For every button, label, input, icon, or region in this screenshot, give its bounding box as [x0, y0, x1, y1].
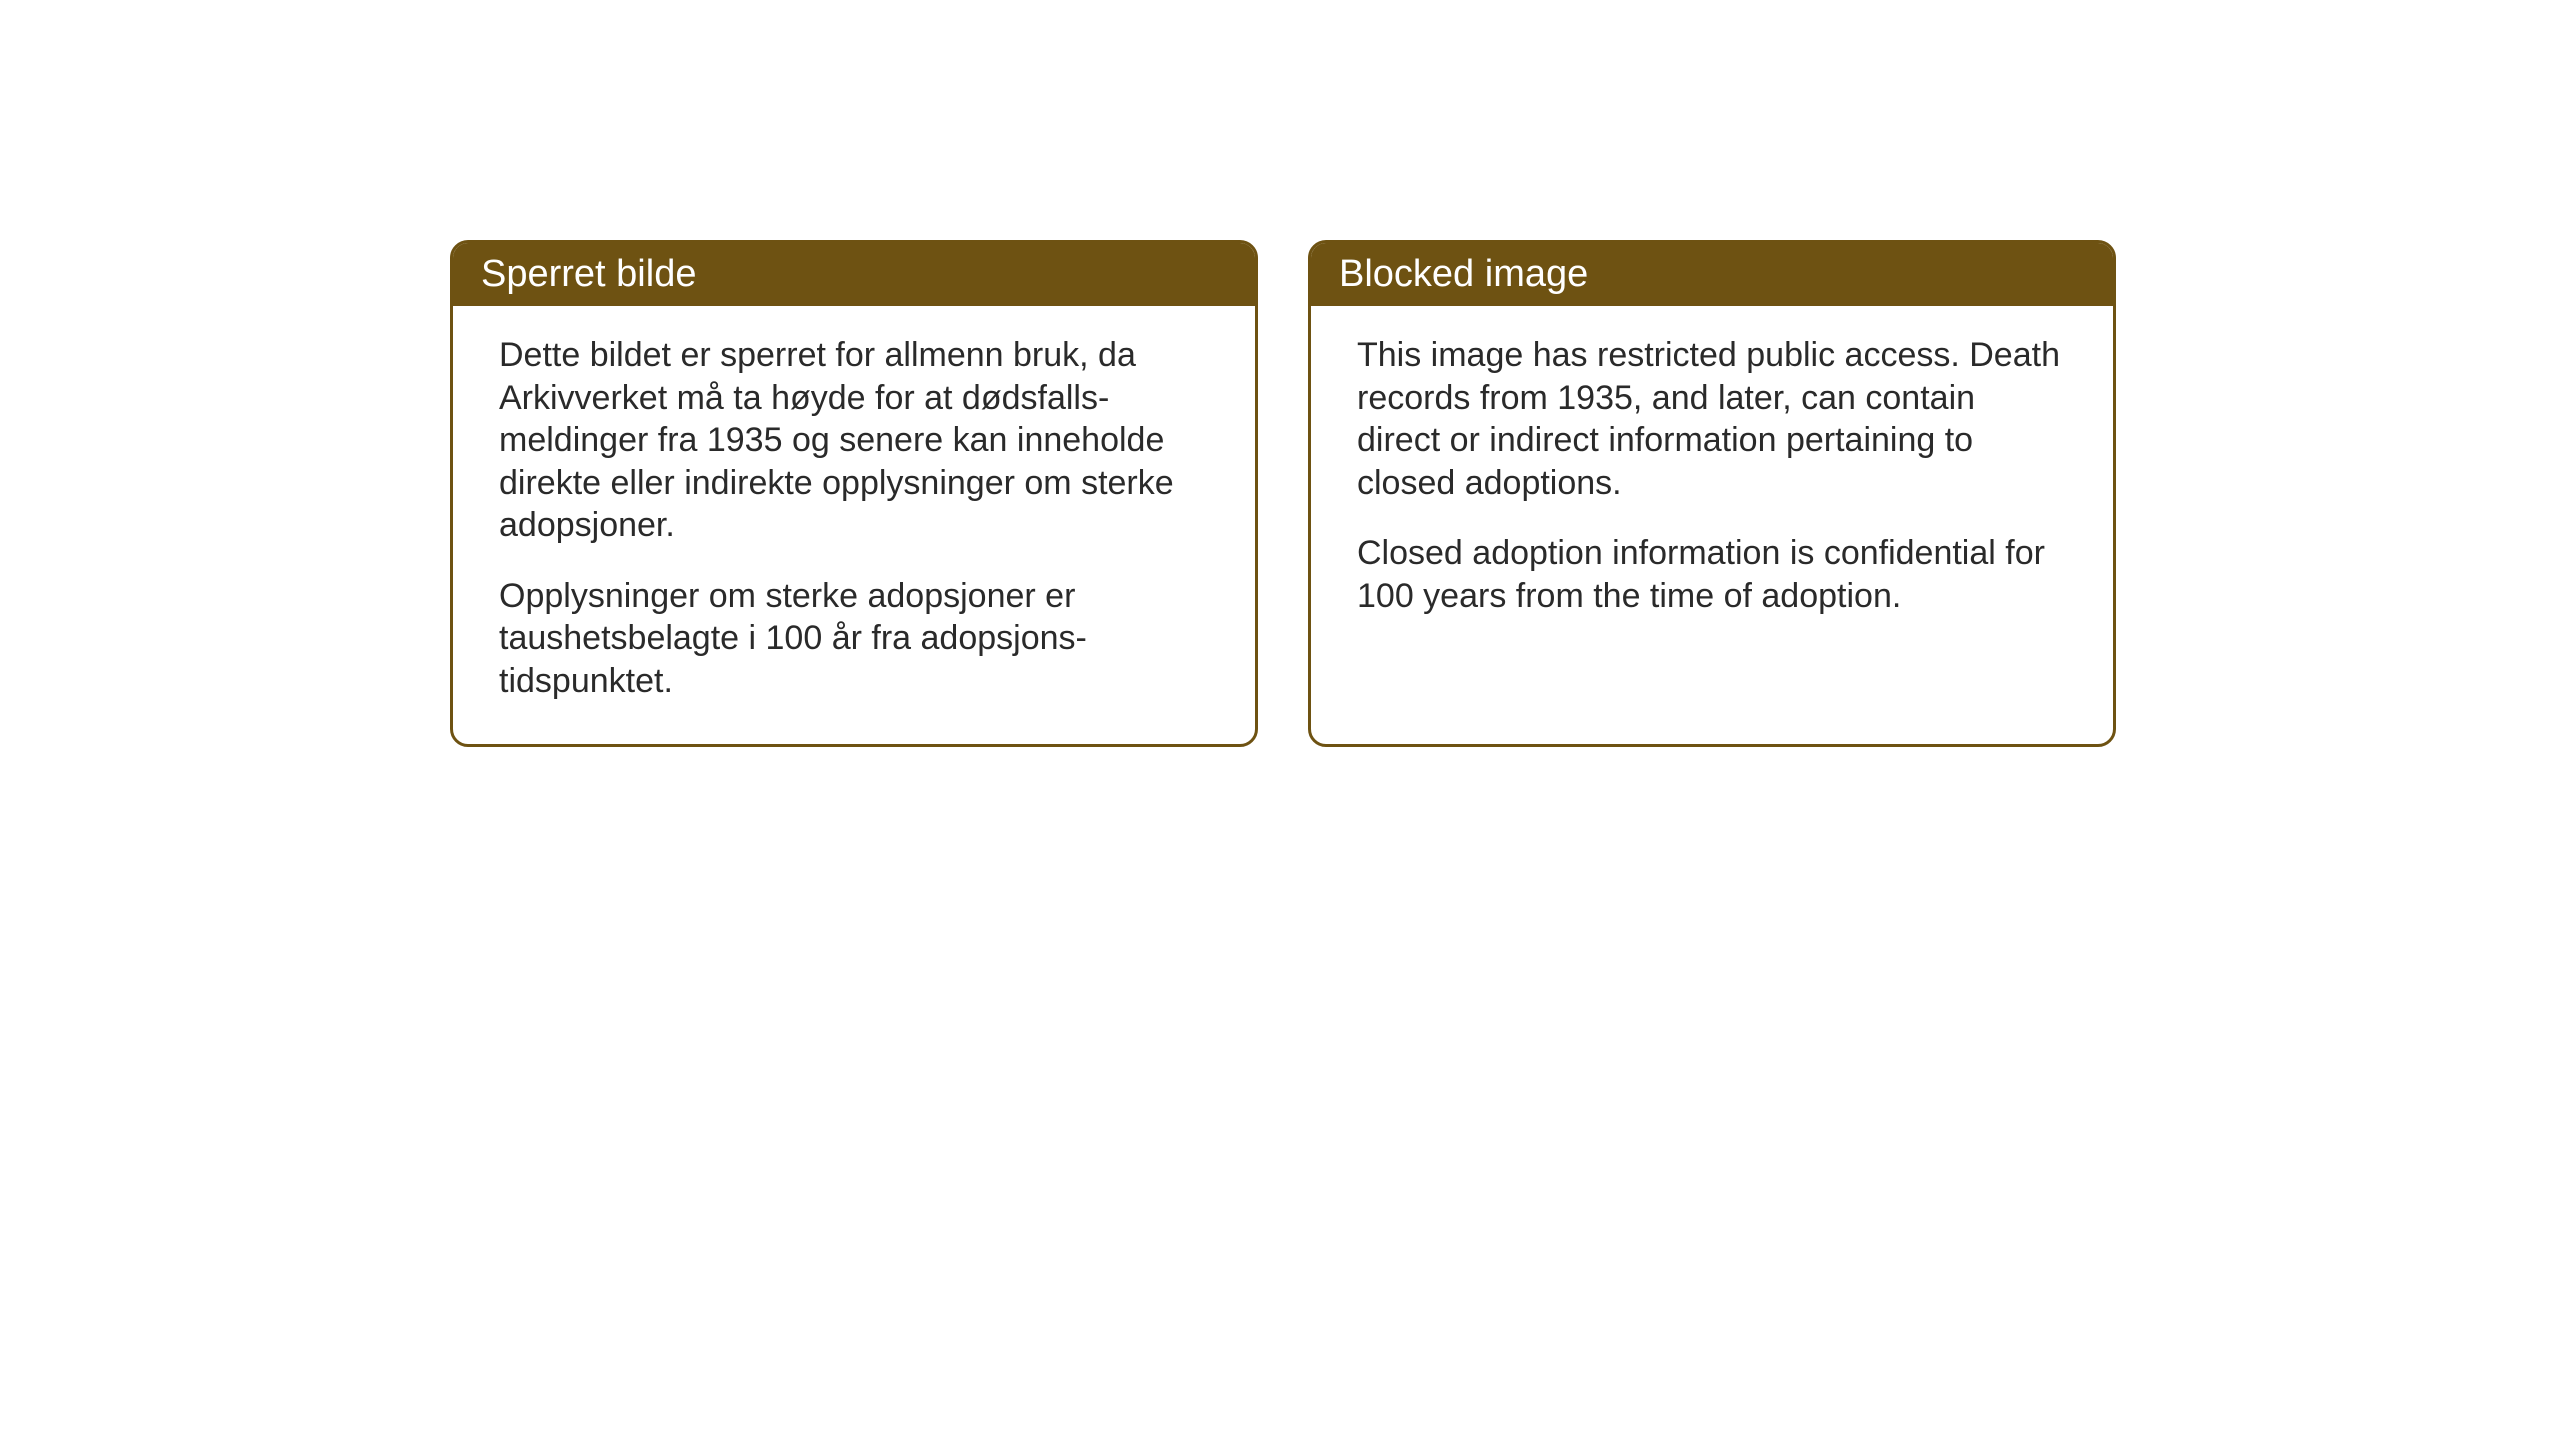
english-paragraph-1: This image has restricted public access.… [1357, 334, 2067, 504]
english-card: Blocked image This image has restricted … [1308, 240, 2116, 747]
norwegian-paragraph-1: Dette bildet er sperret for allmenn bruk… [499, 334, 1209, 547]
cards-container: Sperret bilde Dette bildet er sperret fo… [450, 240, 2116, 747]
english-paragraph-2: Closed adoption information is confident… [1357, 532, 2067, 617]
norwegian-card-body: Dette bildet er sperret for allmenn bruk… [453, 306, 1255, 744]
norwegian-card: Sperret bilde Dette bildet er sperret fo… [450, 240, 1258, 747]
english-card-title: Blocked image [1311, 243, 2113, 306]
english-card-body: This image has restricted public access.… [1311, 306, 2113, 659]
norwegian-paragraph-2: Opplysninger om sterke adopsjoner er tau… [499, 575, 1209, 703]
norwegian-card-title: Sperret bilde [453, 243, 1255, 306]
